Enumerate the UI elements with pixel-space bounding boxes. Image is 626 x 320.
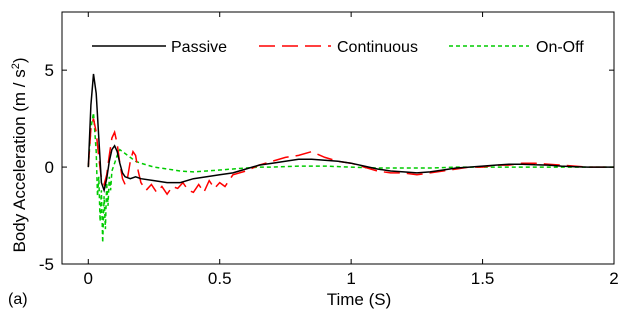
y-axis-label-main: Body Acceleration (m / s (10, 69, 29, 252)
y-tick-label: 0 (45, 158, 54, 177)
x-tick-label: 1 (346, 269, 355, 288)
y-axis-label-sup: 2 (10, 63, 22, 69)
plot-frame (61, 11, 615, 265)
plot-area (87, 73, 614, 243)
y-axis-label-end: ) (10, 57, 29, 63)
x-tick-label: 2 (609, 269, 618, 288)
series-line-passive (87, 73, 614, 194)
legend-label-continuous: Continuous (337, 39, 418, 56)
x-tick-label: 0 (84, 269, 93, 288)
series-line-on-off (87, 112, 614, 243)
panel-label: (a) (8, 291, 28, 308)
x-axis-label: Time (S) (327, 290, 392, 309)
y-axis-label: Body Acceleration (m / s2) (10, 57, 29, 252)
legend-label-passive: Passive (171, 39, 227, 56)
y-tick-label: 5 (45, 61, 54, 80)
axes: 0 0.5 1 1.5 2 -5 0 5 (39, 11, 619, 288)
x-tick-label: 1.5 (471, 269, 495, 288)
series-line-continuous (87, 118, 614, 196)
x-tick-label: 0.5 (208, 269, 232, 288)
legend: Passive Continuous On-Off (92, 39, 584, 56)
legend-label-on-off: On-Off (536, 39, 584, 56)
y-tick-label: -5 (39, 255, 54, 274)
